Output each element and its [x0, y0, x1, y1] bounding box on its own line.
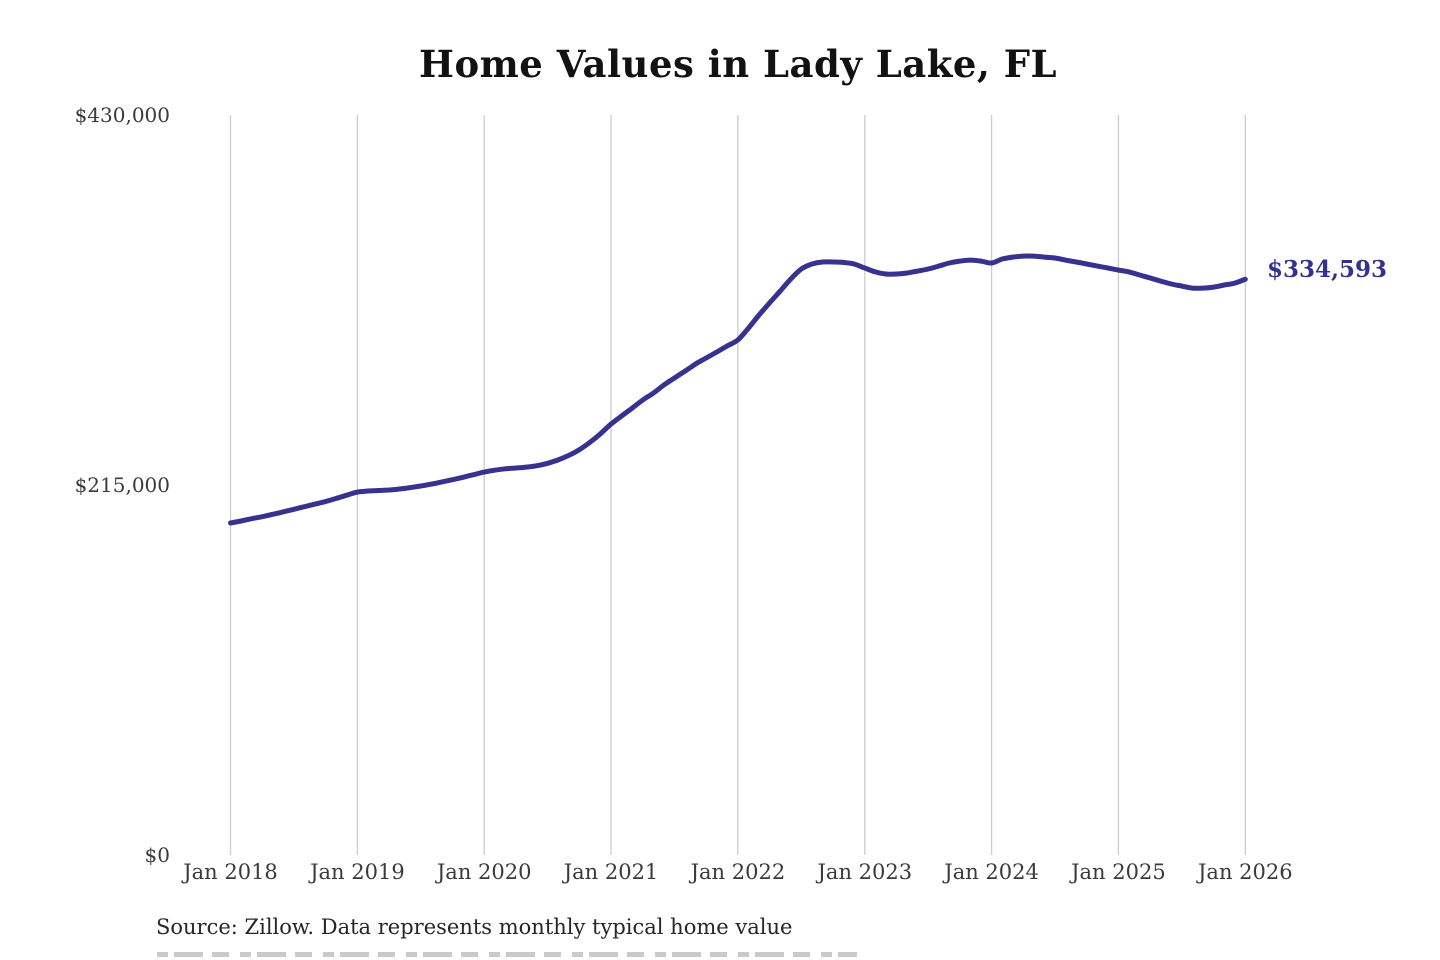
chart-title: Home Values in Lady Lake, FL [419, 42, 1057, 86]
x-axis-label: Jan 2026 [1198, 860, 1293, 884]
current-value-label: $334,593 [1267, 256, 1388, 283]
y-axis-label: $430,000 [74, 103, 170, 127]
y-axis-label: $215,000 [74, 473, 170, 497]
source-note: Source: Zillow. Data represents monthly … [156, 915, 793, 939]
y-axis-label: $0 [144, 843, 170, 867]
x-axis-label: Jan 2025 [1071, 860, 1166, 884]
cutoff-caption-remnant [157, 952, 857, 957]
home-value-line [228, 253, 1248, 526]
x-axis-label: Jan 2021 [563, 860, 659, 884]
x-axis-label: Jan 2022 [690, 860, 786, 884]
x-axis-label: Jan 2024 [944, 860, 1039, 884]
x-axis-label: Jan 2023 [817, 860, 913, 884]
x-axis-label: Jan 2018 [183, 860, 278, 884]
x-axis-label: Jan 2019 [310, 860, 405, 884]
x-axis-label: Jan 2020 [436, 860, 532, 884]
